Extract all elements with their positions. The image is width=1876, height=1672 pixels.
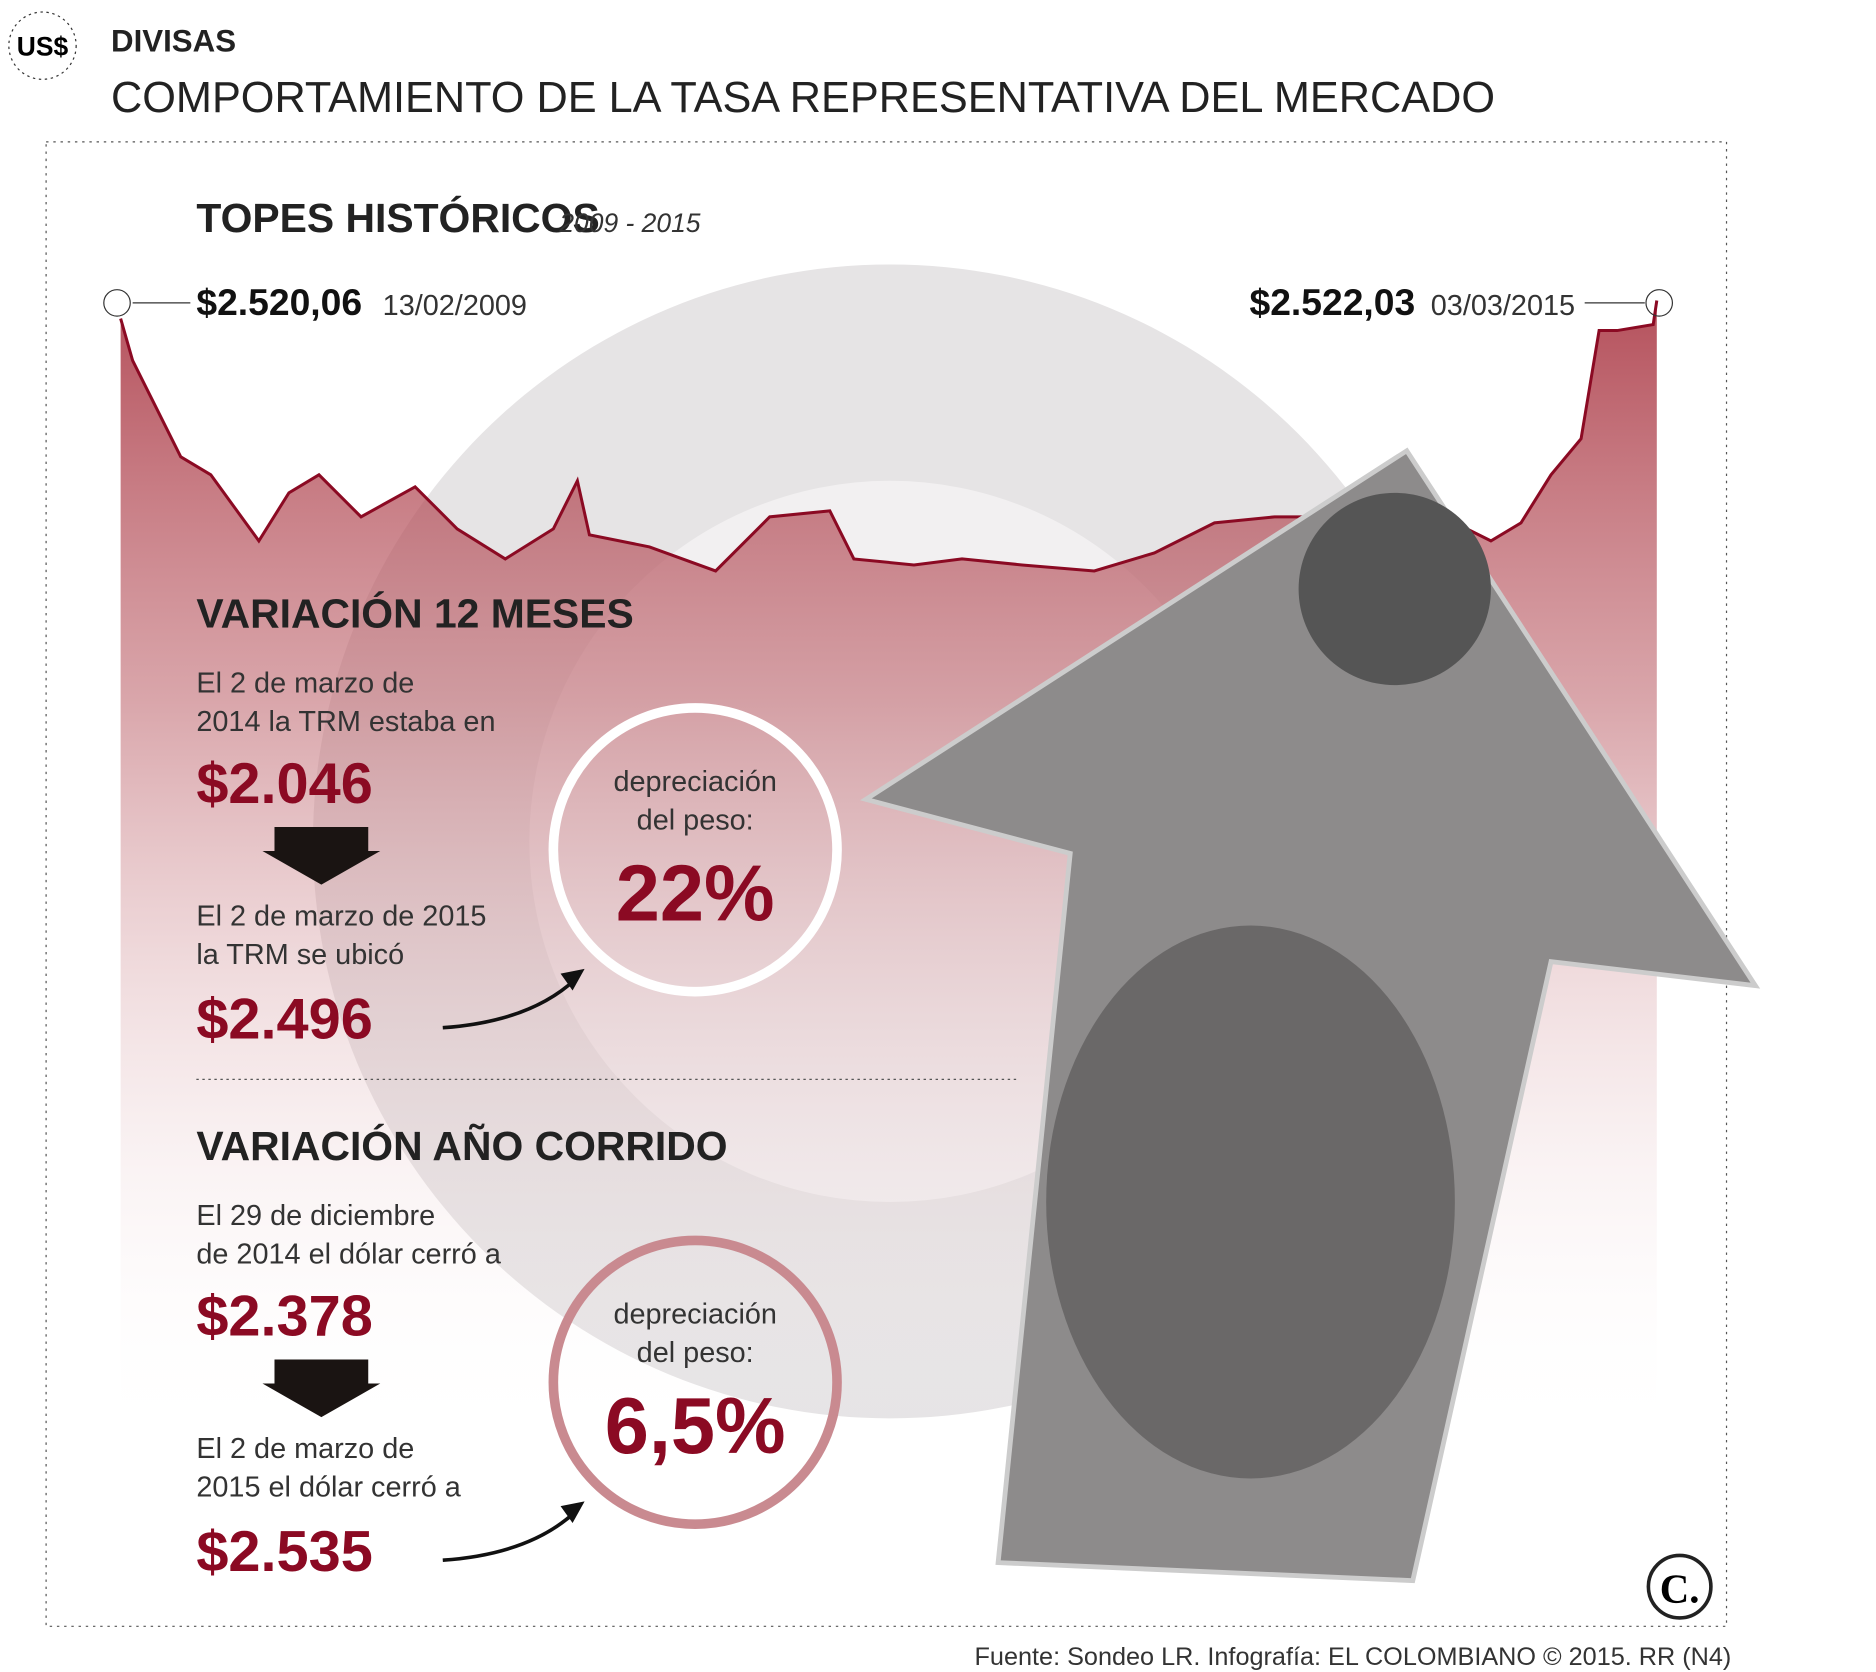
title: COMPORTAMIENTO DE LA TASA REPRESENTATIVA… xyxy=(111,74,1495,122)
from-value: $2.378 xyxy=(196,1284,372,1348)
down-arrow xyxy=(262,1359,381,1418)
body-text: la TRM se ubicó xyxy=(196,939,404,971)
circle-badge xyxy=(548,703,842,997)
icon-ring xyxy=(8,11,77,80)
body-text: 2014 la TRM estaba en xyxy=(196,706,495,738)
frame xyxy=(45,141,1728,1627)
circle-text: del peso: xyxy=(637,1337,754,1369)
to-value: $2.535 xyxy=(196,1520,372,1584)
footer: Fuente: Sondeo LR. Infografía: EL COLOMB… xyxy=(975,1643,1732,1671)
to-value: $2.496 xyxy=(196,988,372,1052)
section: DIVISAS xyxy=(111,24,236,59)
historic-title: TOPES HISTÓRICOS xyxy=(196,195,599,241)
peak-marker xyxy=(1645,289,1674,317)
peak-value: $2.520,06 xyxy=(196,281,362,323)
body-text: El 2 de marzo de xyxy=(196,667,414,699)
body-text: El 29 de diciembre xyxy=(196,1200,435,1232)
circle-value: 6,5% xyxy=(605,1381,786,1470)
peak-value: $2.522,03 xyxy=(1249,281,1415,323)
curved-arrow xyxy=(442,978,577,1030)
peak-date: 13/02/2009 xyxy=(383,290,527,322)
arrow-head xyxy=(560,968,585,991)
circle-badge xyxy=(548,1235,842,1529)
seal xyxy=(1298,492,1491,686)
peak-marker xyxy=(103,289,131,317)
section-title: VARIACIÓN AÑO CORRIDO xyxy=(196,1123,727,1169)
body-text: de 2014 el dólar cerró a xyxy=(196,1238,501,1270)
circle-text: depreciación xyxy=(613,766,776,798)
curved-arrow xyxy=(442,1510,577,1563)
icon: US$ xyxy=(17,31,69,61)
body-text: El 2 de marzo de 2015 xyxy=(196,901,486,933)
down-arrow xyxy=(262,826,381,885)
historic-period: 2009 - 2015 xyxy=(558,208,700,238)
circle-value: 22% xyxy=(616,849,775,938)
body-text: El 2 de marzo de xyxy=(196,1433,414,1465)
portrait xyxy=(1046,925,1455,1479)
circle-text: depreciación xyxy=(613,1298,776,1330)
peak-date: 03/03/2015 xyxy=(1431,290,1575,322)
body-text: 2015 el dólar cerró a xyxy=(196,1472,461,1504)
logo: C. xyxy=(1660,1566,1700,1611)
logo-ring xyxy=(1646,1553,1713,1620)
arrow-head xyxy=(560,1501,585,1523)
section-title: VARIACIÓN 12 MESES xyxy=(196,590,633,636)
chart-line xyxy=(119,300,1659,573)
from-value: $2.046 xyxy=(196,752,372,816)
circle-text: del peso: xyxy=(637,804,754,836)
